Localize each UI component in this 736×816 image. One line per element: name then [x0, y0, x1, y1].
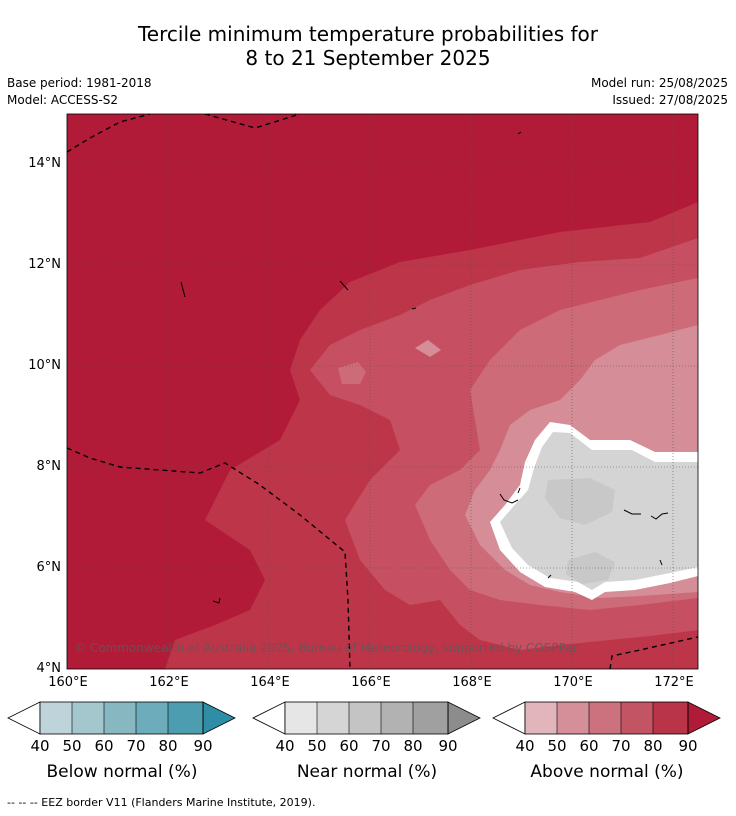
above-tick-50: 50 — [547, 737, 567, 755]
eez-footer-note: -- -- -- EEZ border V11 (Flanders Marine… — [7, 796, 316, 809]
lon-label-162e: 162°E — [149, 675, 189, 690]
lat-label-10n: 10°N — [28, 358, 61, 373]
near-50-region — [545, 478, 615, 525]
near-triangle-low — [252, 701, 286, 735]
lat-label-6n: 6°N — [36, 560, 62, 575]
above-60-island — [338, 362, 366, 384]
colorbar-near — [252, 701, 481, 735]
lon-label-166e: 166°E — [351, 675, 391, 690]
lat-label-4n: 4°N — [36, 661, 62, 676]
below-triangle-low — [7, 701, 41, 735]
above-swatch-50 — [557, 702, 589, 734]
map-title: Tercile minimum temperature probabilitie… — [0, 22, 736, 70]
probability-map — [66, 113, 699, 670]
model-run: Model run: 25/08/2025 — [590, 76, 728, 90]
below-swatch-60 — [104, 702, 136, 734]
issued-date: Issued: 27/08/2025 — [612, 93, 728, 107]
lon-label-164e: 164°E — [250, 675, 290, 690]
islands — [180, 131, 669, 604]
lon-label-172e: 172°E — [654, 675, 694, 690]
near-swatch-50 — [317, 702, 349, 734]
above-tick-90: 90 — [678, 737, 698, 755]
near-swatch-80 — [413, 702, 448, 734]
above-triangle-low — [492, 701, 526, 735]
below-swatch-50 — [72, 702, 104, 734]
below-tick-40: 40 — [30, 737, 50, 755]
above-tick-40: 40 — [515, 737, 535, 755]
near-50-region-south — [566, 552, 615, 584]
above-swatch-70 — [621, 702, 653, 734]
near-swatch-40 — [285, 702, 317, 734]
above-tick-70: 70 — [611, 737, 631, 755]
above-normal-title: Above normal (%) — [530, 762, 684, 782]
map-frame — [66, 113, 699, 670]
title-line-1: Tercile minimum temperature probabilitie… — [137, 22, 599, 46]
eez-borders — [67, 114, 698, 669]
above-triangle-high — [687, 701, 721, 735]
below-swatch-80 — [168, 702, 203, 734]
above-tick-80: 80 — [643, 737, 663, 755]
near-tick-60: 60 — [339, 737, 359, 755]
above-swatch-40 — [525, 702, 557, 734]
near-tick-90: 90 — [438, 737, 458, 755]
near-normal-title: Near normal (%) — [296, 762, 438, 782]
below-tick-60: 60 — [94, 737, 114, 755]
title-line-2: 8 to 21 September 2025 — [245, 46, 491, 70]
lat-label-12n: 12°N — [28, 257, 61, 272]
below-tick-70: 70 — [126, 737, 146, 755]
below-swatch-70 — [136, 702, 168, 734]
below-tick-90: 90 — [193, 737, 213, 755]
colorbar-above — [492, 701, 721, 735]
below-tick-80: 80 — [158, 737, 178, 755]
below-triangle-high — [202, 701, 236, 735]
meta-left: Base period: 1981-2018 Model: ACCESS-S2 — [7, 75, 152, 109]
lat-label-8n: 8°N — [36, 459, 62, 474]
below-swatch-40 — [40, 702, 72, 734]
map-fill — [67, 114, 698, 669]
near-triangle-high — [447, 701, 481, 735]
near-tick-50: 50 — [307, 737, 327, 755]
above-swatch-80 — [653, 702, 688, 734]
near-tick-80: 80 — [403, 737, 423, 755]
near-swatch-60 — [349, 702, 381, 734]
lon-label-160e: 160°E — [48, 675, 88, 690]
near-swatch-70 — [381, 702, 413, 734]
colorbar-below — [7, 701, 236, 735]
below-tick-50: 50 — [62, 737, 82, 755]
lon-label-168e: 168°E — [452, 675, 492, 690]
base-period: Base period: 1981-2018 — [7, 76, 152, 90]
above-tick-60: 60 — [579, 737, 599, 755]
near-tick-70: 70 — [371, 737, 391, 755]
below-normal-title: Below normal (%) — [46, 762, 198, 782]
meta-right: Model run: 25/08/2025 Issued: 27/08/2025 — [591, 75, 728, 109]
lat-label-14n: 14°N — [28, 156, 61, 171]
model-name: Model: ACCESS-S2 — [7, 93, 119, 107]
lon-label-170e: 170°E — [553, 675, 593, 690]
near-tick-40: 40 — [275, 737, 295, 755]
grid-lines — [67, 114, 698, 669]
copyright-notice: © Commonwealth of Australia 2025, Bureau… — [74, 641, 580, 655]
above-50-island — [415, 340, 441, 357]
above-swatch-60 — [589, 702, 621, 734]
